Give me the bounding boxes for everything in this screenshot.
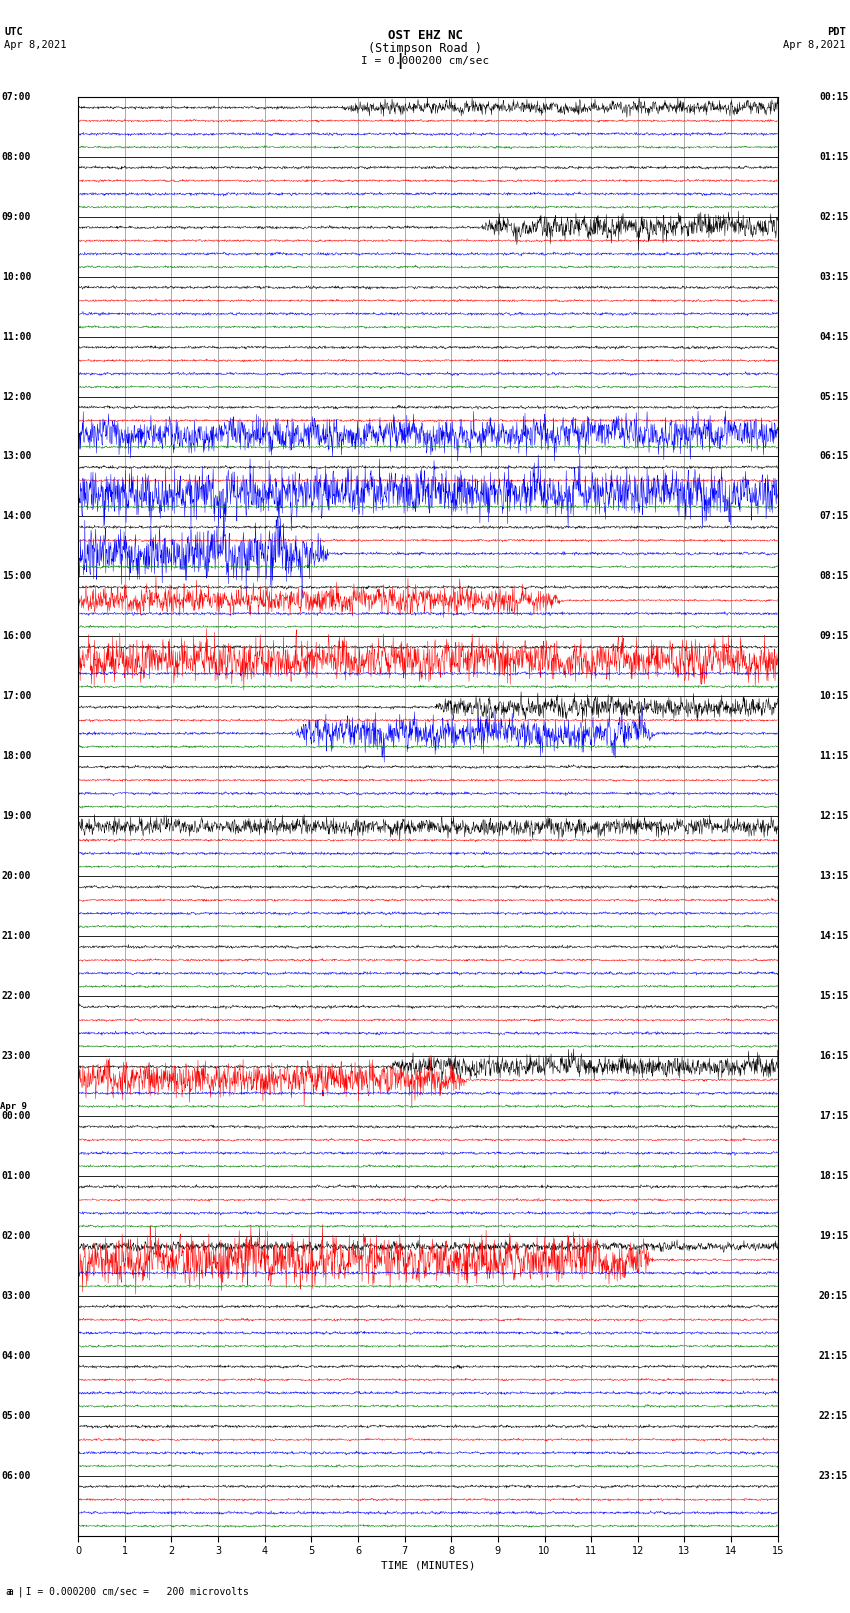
Text: 18:00: 18:00 bbox=[2, 752, 31, 761]
Text: 14:00: 14:00 bbox=[2, 511, 31, 521]
Text: 19:15: 19:15 bbox=[819, 1231, 848, 1240]
Text: 15:15: 15:15 bbox=[819, 990, 848, 1002]
Text: 05:00: 05:00 bbox=[2, 1411, 31, 1421]
Text: 00:00: 00:00 bbox=[2, 1111, 31, 1121]
Text: 10:15: 10:15 bbox=[819, 692, 848, 702]
Text: 17:15: 17:15 bbox=[819, 1111, 848, 1121]
Text: 08:15: 08:15 bbox=[819, 571, 848, 581]
Text: 21:00: 21:00 bbox=[2, 931, 31, 940]
Text: (Stimpson Road ): (Stimpson Road ) bbox=[368, 42, 482, 55]
Text: 01:00: 01:00 bbox=[2, 1171, 31, 1181]
Text: a |: a | bbox=[6, 1587, 24, 1597]
Text: PDT: PDT bbox=[827, 27, 846, 37]
Text: 04:00: 04:00 bbox=[2, 1350, 31, 1361]
Text: 13:15: 13:15 bbox=[819, 871, 848, 881]
Text: 19:00: 19:00 bbox=[2, 811, 31, 821]
Text: 16:00: 16:00 bbox=[2, 631, 31, 642]
Text: 17:00: 17:00 bbox=[2, 692, 31, 702]
Text: 10:00: 10:00 bbox=[2, 271, 31, 282]
Text: 23:00: 23:00 bbox=[2, 1052, 31, 1061]
Text: 05:15: 05:15 bbox=[819, 392, 848, 402]
X-axis label: TIME (MINUTES): TIME (MINUTES) bbox=[381, 1560, 475, 1569]
Text: 22:00: 22:00 bbox=[2, 990, 31, 1002]
Text: 07:00: 07:00 bbox=[2, 92, 31, 102]
Text: 01:15: 01:15 bbox=[819, 152, 848, 161]
Text: Apr 8,2021: Apr 8,2021 bbox=[4, 40, 67, 50]
Text: 03:15: 03:15 bbox=[819, 271, 848, 282]
Text: 13:00: 13:00 bbox=[2, 452, 31, 461]
Text: 23:15: 23:15 bbox=[819, 1471, 848, 1481]
Text: 20:15: 20:15 bbox=[819, 1290, 848, 1300]
Text: 20:00: 20:00 bbox=[2, 871, 31, 881]
Text: 08:00: 08:00 bbox=[2, 152, 31, 161]
Text: 11:15: 11:15 bbox=[819, 752, 848, 761]
Text: Apr 8,2021: Apr 8,2021 bbox=[783, 40, 846, 50]
Text: 00:15: 00:15 bbox=[819, 92, 848, 102]
Text: 21:15: 21:15 bbox=[819, 1350, 848, 1361]
Text: |: | bbox=[395, 53, 404, 69]
Text: 06:00: 06:00 bbox=[2, 1471, 31, 1481]
Text: 16:15: 16:15 bbox=[819, 1052, 848, 1061]
Text: OST EHZ NC: OST EHZ NC bbox=[388, 29, 462, 42]
Text: I = 0.000200 cm/sec: I = 0.000200 cm/sec bbox=[361, 56, 489, 66]
Text: 14:15: 14:15 bbox=[819, 931, 848, 940]
Text: 11:00: 11:00 bbox=[2, 332, 31, 342]
Text: 07:15: 07:15 bbox=[819, 511, 848, 521]
Text: UTC: UTC bbox=[4, 27, 23, 37]
Text: 22:15: 22:15 bbox=[819, 1411, 848, 1421]
Text: 12:00: 12:00 bbox=[2, 392, 31, 402]
Text: 15:00: 15:00 bbox=[2, 571, 31, 581]
Text: 09:00: 09:00 bbox=[2, 211, 31, 221]
Text: 09:15: 09:15 bbox=[819, 631, 848, 642]
Text: 18:15: 18:15 bbox=[819, 1171, 848, 1181]
Text: 04:15: 04:15 bbox=[819, 332, 848, 342]
Text: a  I = 0.000200 cm/sec =   200 microvolts: a I = 0.000200 cm/sec = 200 microvolts bbox=[8, 1587, 249, 1597]
Text: 02:00: 02:00 bbox=[2, 1231, 31, 1240]
Text: Apr 9: Apr 9 bbox=[0, 1102, 27, 1111]
Text: 12:15: 12:15 bbox=[819, 811, 848, 821]
Text: 03:00: 03:00 bbox=[2, 1290, 31, 1300]
Text: 06:15: 06:15 bbox=[819, 452, 848, 461]
Text: 02:15: 02:15 bbox=[819, 211, 848, 221]
